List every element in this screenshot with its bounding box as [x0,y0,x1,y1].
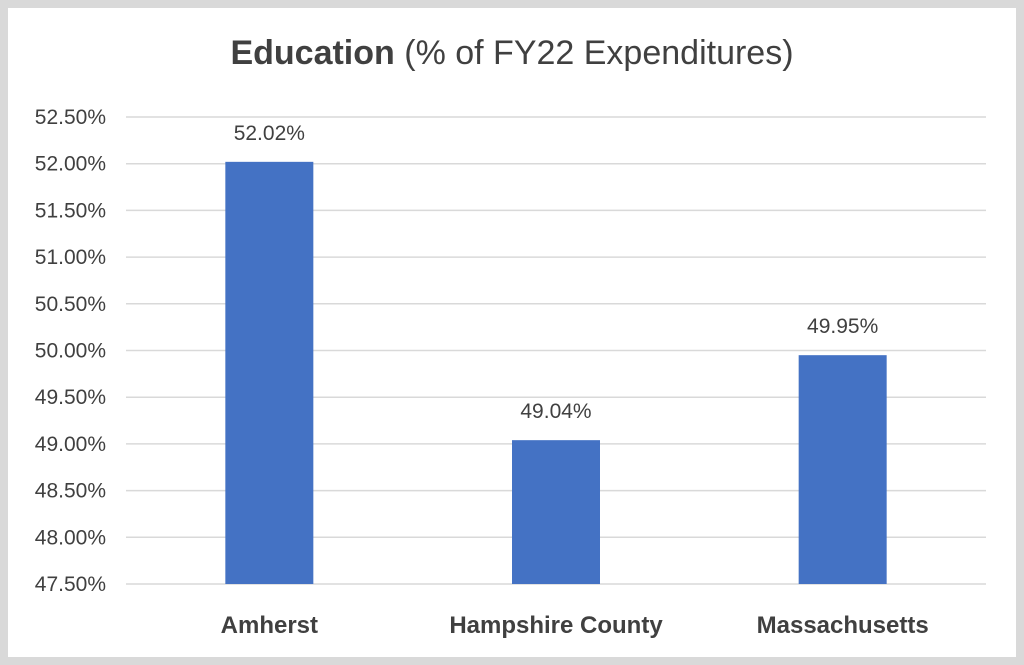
y-tick-label: 50.00% [35,340,106,363]
y-tick-label: 52.00% [35,153,106,176]
y-axis-ticks: 47.50% 48.00% 48.50% 49.00% 49.50% 50.00% 50.5… [35,106,106,596]
y-tick-label: 50.50% [35,293,106,316]
data-label: 52.02% [234,122,305,145]
data-labels: 52.02% 49.04% 49.95% [234,122,879,423]
y-tick-label: 51.00% [35,246,106,269]
x-axis-categories: Amherst Hampshire County Massachusetts [221,612,929,639]
bars [225,161,887,584]
chart-title-rest: (% of FY22 Expenditures) [394,34,794,72]
y-tick-label: 49.50% [35,386,106,409]
chart-title-bold: Education [230,34,395,72]
y-tick-label: 47.50% [35,573,106,596]
y-tick-label: 52.50% [35,106,106,129]
y-tick-label: 48.00% [35,526,106,549]
x-category-label: Massachusetts [757,612,929,639]
x-category-label: Hampshire County [449,612,663,639]
y-tick-label: 51.50% [35,199,106,222]
y-tick-label: 48.50% [35,480,106,503]
chart-title: Education (% of FY22 Expenditures) [0,34,1024,73]
data-label: 49.95% [807,315,878,338]
data-label: 49.04% [520,400,591,423]
bar-massachusetts [798,355,887,584]
bar-amherst [225,161,314,584]
x-category-label: Amherst [221,612,318,639]
bar-hampshire-county [512,440,600,584]
y-tick-label: 49.00% [35,433,106,456]
